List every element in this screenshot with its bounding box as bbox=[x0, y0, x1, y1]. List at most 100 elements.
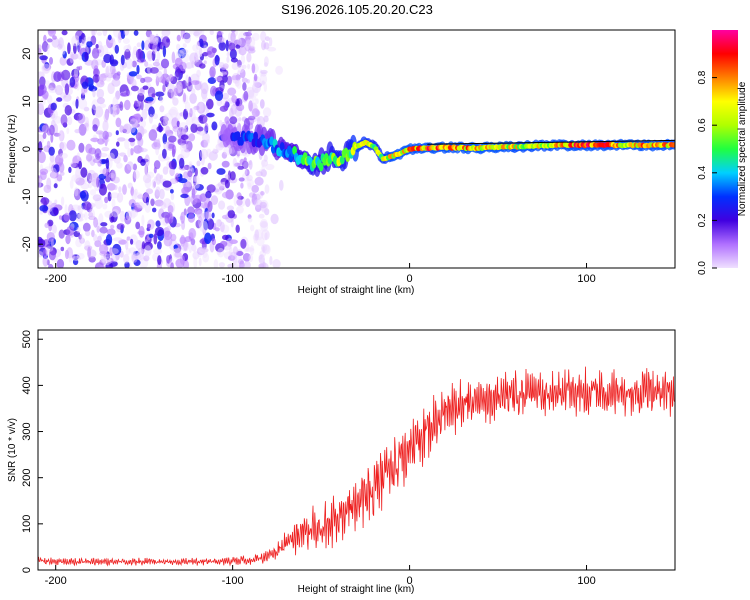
noise-blob bbox=[91, 104, 97, 116]
spectrogram-ridge bbox=[220, 124, 675, 177]
noise-blob bbox=[45, 80, 50, 87]
noise-blob bbox=[202, 132, 210, 143]
noise-blob bbox=[152, 43, 158, 55]
noise-blob bbox=[206, 98, 214, 110]
noise-blob bbox=[130, 208, 136, 219]
noise-blob bbox=[259, 73, 268, 85]
noise-blob bbox=[65, 234, 71, 245]
noise-blob bbox=[179, 255, 186, 265]
noise-blob bbox=[236, 149, 241, 157]
noise-blob bbox=[102, 44, 109, 56]
noise-blob bbox=[44, 222, 50, 229]
noise-blob bbox=[78, 65, 83, 70]
noise-blob bbox=[103, 53, 112, 64]
spectrogram-y-tick-label: 0 bbox=[21, 146, 33, 152]
colorbar-tick-label: 0.0 bbox=[697, 261, 708, 275]
noise-blob bbox=[258, 254, 263, 260]
noise-blob bbox=[93, 233, 98, 242]
noise-blob bbox=[39, 55, 48, 61]
noise-blob bbox=[184, 236, 192, 243]
noise-blob bbox=[124, 138, 130, 150]
noise-blob bbox=[109, 59, 119, 67]
noise-blob bbox=[52, 116, 62, 124]
noise-blob bbox=[79, 190, 87, 199]
noise-blob bbox=[96, 88, 105, 99]
noise-blob bbox=[263, 42, 270, 50]
noise-blob bbox=[178, 122, 189, 129]
noise-blob bbox=[69, 179, 74, 189]
noise-blob bbox=[155, 76, 160, 87]
noise-blob bbox=[154, 199, 164, 207]
snr-x-tick-label: 0 bbox=[407, 575, 413, 587]
noise-blob bbox=[67, 42, 71, 55]
noise-blob bbox=[198, 257, 202, 267]
noise-blob bbox=[135, 48, 144, 60]
noise-blob bbox=[91, 229, 95, 238]
noise-blob bbox=[188, 163, 193, 173]
noise-blob bbox=[96, 97, 105, 105]
noise-blob bbox=[39, 168, 49, 175]
noise-blob bbox=[160, 58, 170, 69]
noise-blob bbox=[191, 88, 196, 96]
noise-blob bbox=[96, 225, 100, 233]
noise-blob bbox=[200, 148, 209, 160]
noise-blob bbox=[196, 210, 203, 217]
noise-blob bbox=[149, 67, 159, 74]
snr-y-label: SNR (10 * v/v) bbox=[7, 418, 18, 482]
noise-blob bbox=[190, 194, 198, 205]
noise-blob bbox=[166, 255, 171, 264]
noise-blob bbox=[245, 247, 255, 252]
noise-blob bbox=[63, 212, 71, 222]
noise-blob bbox=[261, 243, 270, 254]
snr-frame bbox=[37, 329, 676, 571]
noise-blob bbox=[260, 191, 265, 196]
noise-blob bbox=[49, 153, 55, 163]
noise-blob bbox=[267, 46, 277, 52]
snr-y-tick-label: 500 bbox=[21, 330, 33, 348]
noise-blob bbox=[190, 123, 198, 133]
noise-blob bbox=[221, 151, 228, 159]
noise-blob bbox=[155, 70, 163, 82]
noise-blob bbox=[91, 47, 100, 59]
noise-blob bbox=[115, 130, 119, 136]
noise-blob bbox=[138, 225, 145, 238]
noise-blob bbox=[145, 96, 154, 102]
noise-blob bbox=[76, 253, 85, 260]
noise-blob bbox=[43, 94, 48, 101]
noise-blob bbox=[243, 265, 248, 268]
noise-blob bbox=[38, 103, 45, 115]
noise-blob bbox=[141, 241, 145, 250]
noise-blob bbox=[152, 113, 158, 120]
noise-blob bbox=[127, 147, 131, 158]
noise-blob bbox=[264, 208, 270, 216]
noise-blob bbox=[48, 30, 55, 34]
spectrogram-x-tick-label: -100 bbox=[222, 273, 244, 285]
noise-blob bbox=[66, 127, 70, 135]
noise-blob bbox=[209, 30, 214, 35]
noise-blob bbox=[236, 192, 242, 200]
noise-blob bbox=[208, 151, 218, 161]
noise-blob bbox=[168, 109, 177, 116]
noise-blob bbox=[241, 64, 247, 70]
noise-blob bbox=[50, 102, 57, 111]
noise-blob bbox=[197, 130, 207, 136]
noise-blob bbox=[143, 255, 150, 262]
noise-blob bbox=[190, 80, 200, 85]
noise-blob bbox=[248, 89, 255, 99]
noise-blob bbox=[137, 194, 145, 199]
noise-blob bbox=[144, 245, 152, 257]
noise-blob bbox=[193, 256, 198, 268]
noise-blob bbox=[164, 112, 174, 125]
noise-blob bbox=[116, 141, 120, 147]
noise-blob bbox=[157, 241, 162, 250]
noise-blob bbox=[240, 238, 247, 249]
noise-blob bbox=[110, 224, 115, 230]
noise-blob bbox=[47, 85, 53, 90]
noise-blob bbox=[92, 194, 102, 202]
noise-blob bbox=[181, 186, 190, 195]
noise-blob bbox=[229, 171, 236, 181]
noise-blob bbox=[133, 170, 140, 180]
noise-blob bbox=[145, 196, 149, 206]
noise-blob bbox=[59, 56, 67, 66]
noise-blob bbox=[206, 46, 216, 58]
